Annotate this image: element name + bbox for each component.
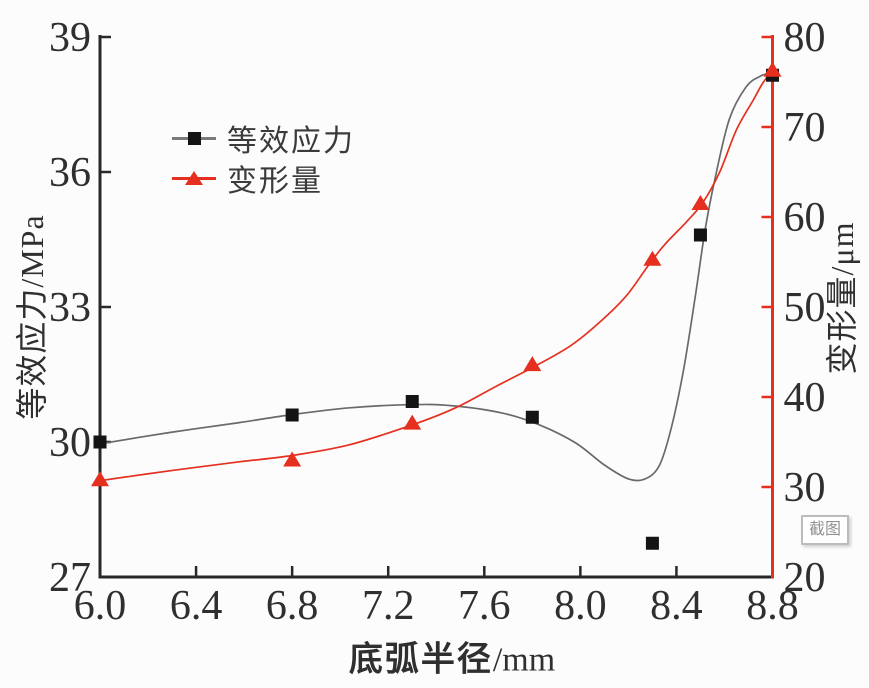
triangle-marker-icon xyxy=(185,171,203,185)
square-marker-icon xyxy=(188,132,201,145)
right-tick-label: 50 xyxy=(784,285,826,331)
y-axis-title-left: 等效应力/MPa xyxy=(7,214,53,419)
x-tick-label: 8.8 xyxy=(746,583,799,629)
y-axis-title-left-unit: /MPa xyxy=(14,214,50,288)
stress-data-point xyxy=(645,536,659,550)
left-tick-label: 30 xyxy=(49,420,91,466)
legend-label-stress: 等效应力 xyxy=(227,125,355,158)
legend-item-deformation: 变形量 xyxy=(172,158,355,198)
screenshot-button[interactable]: 截图 xyxy=(801,515,849,545)
y-axis-title-right-unit: /μm xyxy=(824,221,860,276)
deformation-data-point xyxy=(691,195,710,210)
stress-fit-curve xyxy=(99,71,773,482)
right-tick-label: 30 xyxy=(784,465,826,511)
legend-item-stress: 等效应力 xyxy=(172,118,355,158)
x-axis-title-text: 底弧半径 xyxy=(348,641,493,679)
right-tick-label: 20 xyxy=(784,555,826,601)
stress-data-point xyxy=(405,395,419,408)
x-tick-label: 7.2 xyxy=(362,583,415,629)
deformation-data-point xyxy=(523,356,542,372)
y-axis-title-right: 变形量/μm xyxy=(817,222,863,375)
x-axis-title: 底弧半径/mm xyxy=(349,632,555,681)
right-tick-label: 80 xyxy=(784,15,826,61)
left-tick-label: 36 xyxy=(49,150,91,196)
x-tick-label: 6.0 xyxy=(74,583,127,629)
deformation-legend-marker xyxy=(172,169,216,187)
x-tick-label: 6.8 xyxy=(266,583,319,629)
y-axis-title-left-text: 等效应力 xyxy=(14,287,50,420)
x-axis-title-unit: /mm xyxy=(492,641,556,679)
legend-label-deformation: 变形量 xyxy=(227,165,323,198)
right-tick-label: 60 xyxy=(784,195,826,241)
x-tick-label: 6.4 xyxy=(170,583,223,629)
x-tick-label: 8.0 xyxy=(554,583,607,629)
right-tick-label: 40 xyxy=(784,375,826,421)
legend: 等效应力 变形量 xyxy=(172,118,355,198)
left-tick-label: 33 xyxy=(49,285,91,331)
y-axis-title-right-text: 变形量 xyxy=(824,275,860,375)
stress-data-point xyxy=(93,435,107,449)
right-tick-label: 70 xyxy=(784,105,826,151)
x-tick-label: 7.6 xyxy=(458,583,511,629)
x-tick-label: 8.4 xyxy=(650,583,703,629)
deformation-data-point xyxy=(283,451,302,467)
left-tick-label: 39 xyxy=(49,15,91,61)
deformation-data-point xyxy=(763,61,782,77)
stress-legend-marker xyxy=(172,129,216,147)
stress-data-point xyxy=(693,228,707,242)
left-tick-label: 27 xyxy=(49,555,91,601)
deformation-data-point xyxy=(403,414,422,430)
deformation-data-point xyxy=(91,471,109,487)
deformation-fit-curve xyxy=(99,69,774,482)
stress-data-point xyxy=(285,408,299,422)
deformation-data-point xyxy=(643,250,662,266)
stress-data-point xyxy=(525,410,539,424)
